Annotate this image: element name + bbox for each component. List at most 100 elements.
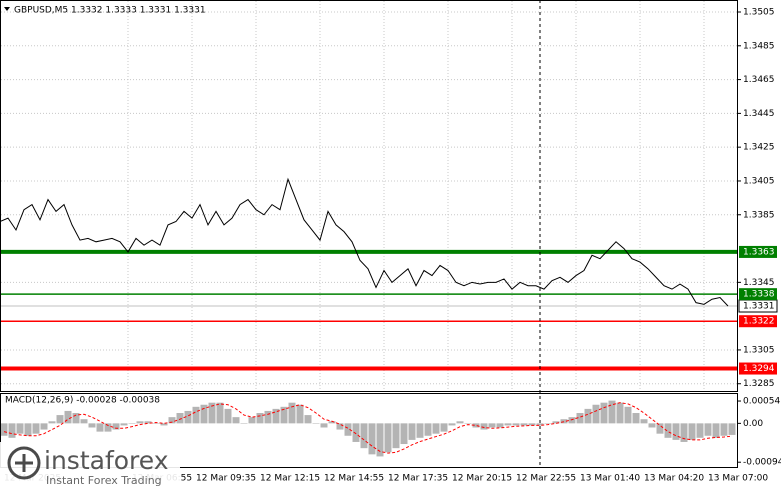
histogram-bar (296, 404, 304, 424)
histogram-bar (400, 423, 408, 445)
histogram-bar (624, 406, 632, 424)
histogram-bar (184, 410, 192, 424)
chart-title: GBPUSD,M5 1.3332 1.3333 1.3331 1.3331 (14, 6, 206, 16)
histogram-bar (672, 423, 680, 440)
histogram-bar (552, 421, 560, 424)
histogram-bar (536, 423, 544, 426)
histogram-bar (440, 423, 448, 432)
x-tick-label: 12 Mar 17:35 (388, 474, 448, 484)
level-label: 1.3338 (743, 290, 775, 300)
histogram-bar (56, 415, 64, 424)
histogram-bar (312, 423, 320, 424)
histogram-bar (192, 406, 200, 424)
histogram-bar (544, 423, 552, 424)
histogram-bar (480, 423, 488, 430)
histogram-bar (144, 421, 152, 424)
histogram-bar (368, 423, 376, 455)
histogram-bar (512, 423, 520, 426)
level-box (739, 362, 777, 375)
histogram-bar (496, 423, 504, 428)
histogram-bar (688, 423, 696, 440)
brand: instaforex (44, 446, 169, 475)
price-line (0, 177, 729, 307)
macd-panel: 0.00054 0.00 -0.00094 (0, 397, 781, 468)
histogram-bar (656, 423, 664, 434)
y-tick-label: 1.3285 (743, 379, 775, 389)
histogram-bar (176, 413, 184, 424)
histogram-bar (448, 423, 456, 426)
histogram-bar (216, 402, 224, 424)
histogram-bar (64, 410, 72, 424)
histogram-bar (360, 423, 368, 449)
histogram-bar (648, 423, 656, 428)
y-tick-label: 1.3305 (743, 345, 775, 355)
histogram-bar (528, 423, 536, 426)
histogram-bar (344, 423, 352, 436)
current-price-label: 1.3331 (743, 302, 775, 312)
histogram-bar (600, 402, 608, 424)
histogram-bar (40, 423, 48, 430)
histogram-bar (120, 423, 128, 426)
price-frame (0, 0, 738, 392)
histogram-bar (640, 419, 648, 424)
level-label: 1.3294 (743, 364, 775, 374)
histogram-bar (104, 423, 112, 432)
histogram-bar (472, 423, 480, 428)
histogram-bar (456, 421, 464, 424)
histogram-bar (632, 413, 640, 424)
x-tick-label: 12 Mar 20:15 (452, 474, 512, 484)
x-tick-label: 13 Mar 07:00 (708, 474, 768, 484)
histogram-bar (224, 408, 232, 424)
histogram-bar (584, 408, 592, 424)
histogram-bar (72, 413, 80, 424)
histogram-bar (320, 423, 328, 428)
y-tick-label: 0.00054 (743, 397, 780, 407)
level-label: 1.3363 (743, 247, 775, 257)
histogram-bar (488, 423, 496, 428)
histogram-bar (264, 410, 272, 424)
histogram-bar (96, 423, 104, 432)
x-tick-label: 13 Mar 04:20 (644, 474, 704, 484)
y-tick-label: 0.00 (743, 419, 763, 429)
histogram-bar (272, 408, 280, 424)
histogram-bar (232, 417, 240, 424)
histogram-bar (0, 423, 8, 436)
histogram-bar (288, 402, 296, 424)
y-tick-label: 1.3445 (743, 109, 775, 119)
y-tick-label: 1.3405 (743, 176, 775, 186)
x-tick-label: 12 Mar 09:35 (196, 474, 256, 484)
histogram-bar (720, 423, 728, 436)
histogram-bar (696, 423, 704, 438)
histogram-bar (592, 404, 600, 424)
histogram-bar (728, 423, 736, 435)
histogram-bar (408, 423, 416, 440)
logo-icon (7, 446, 41, 480)
x-tick-label: 12 Mar 22:55 (516, 474, 576, 484)
histogram-bar (80, 419, 88, 424)
y-tick-label: 1.3385 (743, 210, 775, 220)
histogram-bar (16, 423, 24, 434)
histogram-bar (256, 413, 264, 424)
menu-arrow (4, 7, 10, 11)
histogram-bar (32, 423, 40, 434)
histogram-bar (608, 400, 616, 424)
histogram-bar (336, 423, 344, 430)
histogram-bar (136, 421, 144, 424)
level-label: 1.3322 (743, 317, 775, 327)
histogram-bar (416, 423, 424, 438)
x-tick-label: 12 Mar 12:15 (260, 474, 320, 484)
watermark: instaforex Instant Forex Trading (0, 442, 180, 489)
level-box (739, 315, 777, 328)
histogram-bar (432, 423, 440, 434)
macd-frame (0, 393, 738, 468)
histogram-bar (24, 423, 32, 436)
histogram-bar (304, 415, 312, 424)
histogram-bar (280, 406, 288, 424)
histogram-bar (616, 402, 624, 424)
histogram-bar (112, 423, 120, 430)
histogram-bar (704, 423, 712, 436)
histogram-bar (208, 402, 216, 424)
histogram-bar (248, 417, 256, 424)
